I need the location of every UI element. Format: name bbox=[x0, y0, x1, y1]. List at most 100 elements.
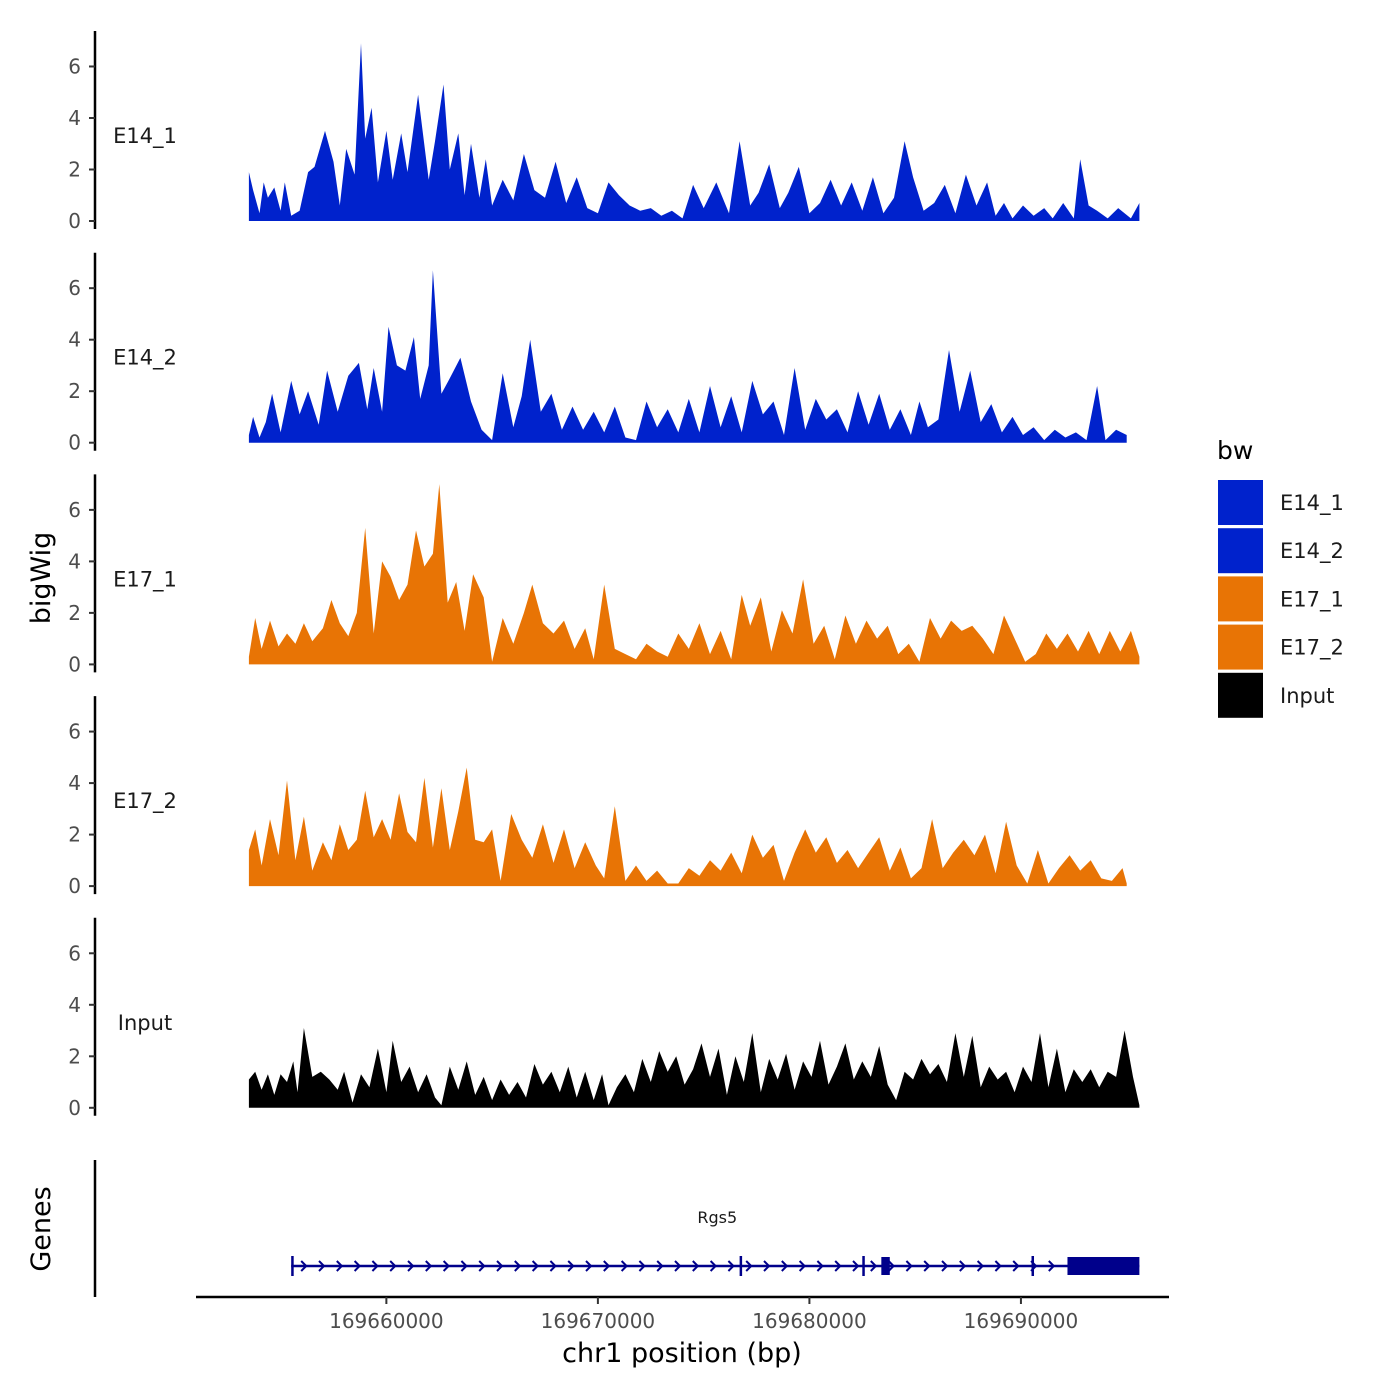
strand-arrow bbox=[870, 1260, 878, 1272]
y-tick-label: 2 bbox=[68, 1044, 81, 1068]
strand-arrow bbox=[798, 1260, 807, 1272]
y-tick-label: 4 bbox=[68, 993, 81, 1017]
legend-title: bw bbox=[1217, 436, 1253, 465]
strand-arrow bbox=[585, 1260, 593, 1272]
strand-arrow bbox=[389, 1260, 397, 1272]
y-tick-label: 0 bbox=[68, 1096, 81, 1120]
signal-tracks: 0 2 4 6 E14_1 0 2 4 6 E14_2 0 2 4 6 E17_1 0 2 4 6 E17_2 0 2 4 6… bbox=[68, 31, 1140, 1120]
gene-exon bbox=[881, 1257, 890, 1275]
strand-arrow bbox=[816, 1260, 824, 1272]
strand-arrow bbox=[638, 1260, 646, 1272]
x-tick-label: 169670000 bbox=[541, 1309, 656, 1333]
legend-label-e14-2: E14_2 bbox=[1280, 539, 1344, 564]
gene-exon bbox=[862, 1256, 865, 1276]
gene-strand-arrows bbox=[300, 1260, 1056, 1272]
strand-arrow bbox=[941, 1260, 949, 1272]
strand-arrow bbox=[976, 1260, 985, 1272]
strand-arrow bbox=[852, 1260, 860, 1272]
strand-arrow bbox=[834, 1260, 842, 1272]
track-label-input: Input bbox=[118, 1011, 172, 1035]
y-tick-label: 2 bbox=[68, 379, 81, 403]
legend-swatch-e14-1 bbox=[1218, 480, 1263, 525]
strand-arrow bbox=[460, 1260, 468, 1272]
y-tick-label: 0 bbox=[68, 431, 81, 455]
y-tick-label: 4 bbox=[68, 106, 81, 130]
strand-arrow bbox=[923, 1260, 931, 1272]
track-label-e17-1: E17_1 bbox=[113, 567, 177, 592]
legend-label-e17-2: E17_2 bbox=[1280, 636, 1344, 661]
gene-track: Rgs5 bbox=[93, 1160, 1140, 1297]
strand-arrow bbox=[692, 1260, 700, 1272]
y-tick-label: 4 bbox=[68, 549, 81, 573]
legend-label-e14-1: E14_1 bbox=[1280, 491, 1344, 516]
strand-arrow bbox=[674, 1260, 682, 1272]
track-e14-1: 0 2 4 6 E14_1 bbox=[68, 31, 1140, 233]
legend-swatch-e17-2 bbox=[1218, 624, 1263, 670]
strand-arrow bbox=[620, 1260, 629, 1272]
strand-arrow bbox=[1048, 1260, 1056, 1272]
track-input: 0 2 4 6 Input bbox=[68, 917, 1140, 1120]
gene-exon bbox=[291, 1256, 294, 1276]
y-tick-label: 6 bbox=[68, 720, 81, 744]
strand-arrow bbox=[318, 1260, 326, 1272]
strand-arrow bbox=[709, 1260, 718, 1272]
genes-axis-title: Genes bbox=[26, 1186, 57, 1271]
strand-arrow bbox=[549, 1260, 557, 1272]
y-tick-label: 6 bbox=[68, 941, 81, 965]
strand-arrow bbox=[371, 1260, 379, 1272]
track-e17-1: 0 2 4 6 E17_1 bbox=[68, 474, 1140, 676]
area-e14-2 bbox=[248, 270, 1127, 443]
track-e17-2: 0 2 4 6 E17_2 bbox=[68, 696, 1127, 898]
legend-swatch-e14-2 bbox=[1218, 528, 1263, 574]
area-e17-1 bbox=[248, 484, 1140, 665]
legend-label-e17-1: E17_1 bbox=[1280, 587, 1344, 612]
strand-arrow bbox=[1012, 1260, 1020, 1272]
x-tick-label: 169680000 bbox=[752, 1309, 867, 1333]
track-e14-2: 0 2 4 6 E14_2 bbox=[68, 252, 1127, 455]
x-axis-title: chr1 position (bp) bbox=[562, 1338, 802, 1369]
strand-arrow bbox=[905, 1260, 913, 1272]
area-input bbox=[248, 1028, 1140, 1108]
y-tick-label: 0 bbox=[68, 874, 81, 898]
strand-arrow bbox=[442, 1260, 451, 1272]
y-tick-label: 6 bbox=[68, 498, 81, 522]
strand-arrow bbox=[994, 1260, 1002, 1272]
strand-arrow bbox=[763, 1260, 771, 1272]
gene-label: Rgs5 bbox=[697, 1208, 737, 1227]
gene-exon bbox=[739, 1256, 743, 1276]
legend: bw E14_1 E14_2 E17_1 E17_2 Input bbox=[1217, 436, 1344, 718]
legend-swatch-e17-1 bbox=[1218, 576, 1263, 622]
strand-arrow bbox=[656, 1260, 664, 1272]
legend-label-input: Input bbox=[1280, 684, 1334, 708]
strand-arrow bbox=[478, 1260, 486, 1272]
strand-arrow bbox=[727, 1260, 735, 1272]
x-tick-label: 169690000 bbox=[964, 1309, 1079, 1333]
strand-arrow bbox=[425, 1260, 433, 1272]
x-axis: 169660000 169670000 169680000 169690000 bbox=[196, 1295, 1169, 1333]
track-label-e14-2: E14_2 bbox=[113, 346, 177, 371]
y-tick-label: 6 bbox=[68, 54, 81, 78]
strand-arrow bbox=[336, 1260, 344, 1272]
y-tick-label: 4 bbox=[68, 771, 81, 795]
area-e14-1 bbox=[248, 43, 1140, 221]
strand-arrow bbox=[603, 1260, 611, 1272]
strand-arrow bbox=[745, 1260, 753, 1272]
y-tick-label: 2 bbox=[68, 157, 81, 181]
track-label-e17-2: E17_2 bbox=[113, 789, 177, 814]
strand-arrow bbox=[407, 1260, 415, 1272]
strand-arrow bbox=[887, 1260, 896, 1272]
strand-arrow bbox=[959, 1260, 967, 1272]
strand-arrow bbox=[531, 1260, 540, 1272]
strand-arrow bbox=[514, 1260, 522, 1272]
strand-arrow bbox=[496, 1260, 504, 1272]
y-tick-label: 2 bbox=[68, 823, 81, 847]
y-axis-title: bigWig bbox=[26, 532, 57, 625]
y-tick-label: 2 bbox=[68, 601, 81, 625]
area-e17-2 bbox=[248, 767, 1127, 887]
strand-arrow bbox=[353, 1260, 362, 1272]
legend-swatch-input bbox=[1218, 672, 1263, 718]
x-tick-label: 169660000 bbox=[329, 1309, 444, 1333]
y-tick-label: 6 bbox=[68, 276, 81, 300]
strand-arrow bbox=[567, 1260, 575, 1272]
